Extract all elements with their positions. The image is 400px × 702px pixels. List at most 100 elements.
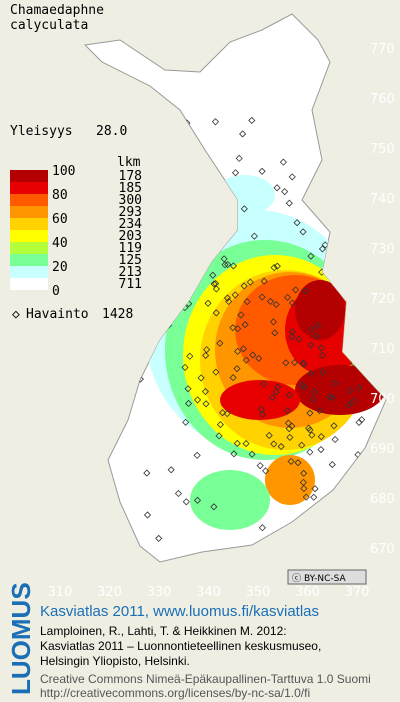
marker xyxy=(202,243,210,251)
y-tick-label: 680 xyxy=(370,492,395,507)
marker xyxy=(241,320,249,329)
marker xyxy=(273,262,281,270)
marker xyxy=(229,324,237,332)
cc-badge xyxy=(287,569,367,585)
legend-swatch xyxy=(10,230,48,242)
x-tick-label: 370 xyxy=(345,585,370,600)
x-tick-label: 360 xyxy=(295,585,320,600)
x-tick-label: 310 xyxy=(48,585,73,600)
marker xyxy=(184,130,193,138)
marker xyxy=(328,461,336,469)
marker xyxy=(306,448,314,456)
marker xyxy=(258,293,266,301)
marker xyxy=(258,524,266,532)
title-line: calyculata xyxy=(10,18,88,33)
marker xyxy=(309,395,317,403)
marker xyxy=(345,502,353,510)
legend-swatch xyxy=(10,218,48,230)
marker xyxy=(189,230,197,238)
legend-count: 125 xyxy=(119,253,142,268)
marker xyxy=(165,144,173,152)
marker xyxy=(310,493,318,501)
marker xyxy=(221,261,229,269)
marker xyxy=(224,260,232,269)
marker xyxy=(317,446,325,454)
marker xyxy=(363,318,371,327)
marker xyxy=(155,534,163,542)
marker xyxy=(266,297,275,305)
marker xyxy=(193,451,201,459)
marker xyxy=(270,264,278,272)
marker xyxy=(233,365,241,373)
marker xyxy=(258,167,266,175)
marker xyxy=(318,351,326,360)
y-tick-label: 740 xyxy=(370,192,395,207)
marker xyxy=(202,351,210,360)
marker xyxy=(362,141,370,149)
marker xyxy=(210,503,218,511)
legend-count: 185 xyxy=(119,181,142,196)
marker xyxy=(246,278,254,286)
marker xyxy=(317,433,325,441)
legend-scale-label: 20 xyxy=(52,260,68,275)
x-tick-label: 320 xyxy=(97,585,122,600)
marker xyxy=(229,262,237,270)
marker xyxy=(298,441,306,449)
marker xyxy=(337,257,345,265)
marker xyxy=(349,351,357,359)
marker xyxy=(197,374,205,382)
citation-line: Helsingin Yliopisto, Helsinki. xyxy=(40,654,190,668)
marker xyxy=(186,352,194,360)
marker xyxy=(256,462,264,470)
marker xyxy=(260,380,268,388)
marker xyxy=(184,399,193,408)
marker xyxy=(299,478,307,486)
legend-count: 293 xyxy=(119,205,142,220)
marker xyxy=(357,455,365,463)
marker xyxy=(212,368,220,376)
x-tick-label: 340 xyxy=(196,585,221,600)
marker xyxy=(350,397,358,405)
marker xyxy=(193,496,202,504)
marker xyxy=(210,280,218,288)
legend-count: 300 xyxy=(119,193,142,208)
marker xyxy=(331,379,339,387)
marker xyxy=(298,381,306,389)
marker xyxy=(287,457,295,465)
marker xyxy=(223,410,231,418)
marker xyxy=(316,407,324,415)
license-line: http://creativecommons.org/licenses/by-n… xyxy=(40,686,311,700)
marker xyxy=(233,439,241,448)
legend-scale-label: 80 xyxy=(52,188,68,203)
legend-swatch xyxy=(10,206,48,218)
y-tick-label: 690 xyxy=(370,442,395,457)
marker xyxy=(212,285,220,293)
marker xyxy=(143,469,151,477)
marker xyxy=(240,205,248,213)
marker xyxy=(293,219,301,227)
marker xyxy=(230,450,238,458)
cc-icon: ⓒ xyxy=(292,573,301,584)
marker xyxy=(355,383,363,392)
marker xyxy=(182,498,190,506)
y-tick-label: 670 xyxy=(370,542,395,557)
marker xyxy=(361,283,370,291)
y-tick-label: 730 xyxy=(370,242,395,257)
marker xyxy=(231,291,239,299)
marker xyxy=(319,368,327,377)
marker xyxy=(283,293,292,301)
marker xyxy=(285,199,293,207)
marker xyxy=(212,309,220,317)
marker xyxy=(290,358,299,367)
legend-scale-label: 0 xyxy=(52,284,60,299)
marker xyxy=(174,489,183,498)
marker xyxy=(331,435,339,444)
marker xyxy=(285,425,293,433)
y-tick-label: 760 xyxy=(370,92,395,107)
marker xyxy=(295,335,303,343)
frequency-label: Yleisyys xyxy=(10,124,73,139)
marker xyxy=(328,394,336,402)
marker xyxy=(305,424,313,432)
marker xyxy=(234,347,242,355)
